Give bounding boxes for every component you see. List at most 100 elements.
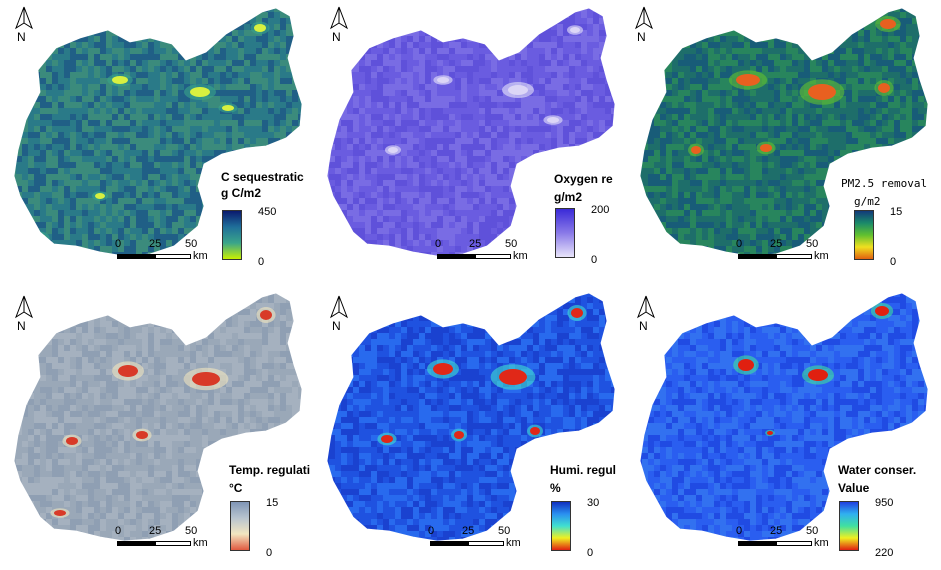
scale-tick-label: 25	[149, 525, 162, 537]
map-panel-carbon: N C sequestratic g C/m2 450 0 0 25 50 km	[0, 0, 313, 285]
scale-tick-label: 50	[806, 238, 819, 250]
hotspot	[260, 310, 272, 320]
map-panel-temp: N Temp. regulati °C 15 0 0 25 50 km	[0, 285, 313, 570]
hotspot	[112, 76, 128, 84]
legend-min-value: 0	[591, 254, 598, 266]
scale-bar: 0 25 50 km	[113, 238, 303, 264]
hotspot	[508, 85, 528, 95]
hotspot	[691, 146, 701, 154]
legend-max-value: 15	[890, 206, 903, 218]
scale-bar-segment	[776, 541, 812, 546]
legend-color-ramp	[551, 501, 571, 551]
hotspot	[808, 84, 836, 100]
hotspot	[499, 369, 527, 385]
hotspot	[736, 74, 760, 86]
legend-title: Water conser.	[838, 463, 917, 477]
legend-max-value: 15	[266, 497, 279, 509]
map-panel-oxygen: N Oxygen re g/m2 200 0 0 25 50 km	[313, 0, 626, 285]
hotspot	[136, 431, 148, 439]
legend-title: Oxygen re	[554, 172, 613, 186]
north-label: N	[17, 30, 26, 44]
scale-tick-label: 0	[736, 238, 743, 250]
scale-unit: km	[513, 250, 528, 262]
region-map-humi	[326, 292, 616, 542]
north-arrow-icon: N	[12, 6, 36, 46]
legend-min-value: 0	[258, 256, 265, 268]
legend-min-value: 0	[587, 547, 594, 559]
hotspot	[192, 372, 220, 386]
scale-unit: km	[506, 537, 521, 549]
north-arrow-icon: N	[327, 295, 351, 335]
scale-tick-label: 50	[806, 525, 819, 537]
legend-min-value: 0	[890, 256, 897, 268]
hotspot	[878, 83, 890, 93]
region-map-water	[639, 292, 929, 542]
scale-bar-segment	[437, 254, 475, 259]
scale-bar: 0 25 50 km	[433, 238, 623, 264]
scale-tick-label: 25	[149, 238, 162, 250]
hotspot	[880, 19, 896, 29]
scale-tick-label: 25	[770, 525, 783, 537]
scale-bar-segment	[430, 541, 468, 546]
north-label: N	[332, 319, 341, 333]
region-map-oxygen	[326, 7, 616, 257]
hotspot	[875, 306, 889, 316]
legend-color-ramp	[555, 208, 575, 258]
legend-title: Humi. regul	[550, 463, 617, 477]
scale-tick-label: 0	[435, 238, 442, 250]
region-map-carbon	[13, 7, 303, 257]
north-arrow-icon: N	[632, 6, 656, 46]
scale-bar: 0 25 50 km	[113, 525, 303, 551]
scale-tick-label: 0	[736, 525, 743, 537]
legend-color-ramp	[854, 210, 874, 260]
north-arrow-icon: N	[12, 295, 36, 335]
region-map-pm25	[639, 7, 929, 257]
legend-max-value: 200	[591, 204, 610, 216]
scale-tick-label: 0	[115, 525, 122, 537]
hotspot	[530, 427, 540, 435]
scale-bar-segment	[738, 254, 776, 259]
hotspot	[547, 117, 559, 123]
legend-unit: %	[550, 481, 561, 495]
hotspot	[437, 77, 449, 83]
legend-max-value: 30	[587, 497, 600, 509]
legend-min-value: 220	[875, 547, 894, 559]
map-panel-water: N Water conser. Value 950 220 0 25 50 km	[626, 285, 939, 570]
hotspot	[190, 87, 210, 97]
north-label: N	[332, 30, 341, 44]
legend-unit: g/m2	[554, 190, 583, 204]
hotspot	[454, 431, 464, 439]
map-panel-pm25: N PM2.5 removal g/m2 15 0 0 25 50 km	[626, 0, 939, 285]
scale-tick-label: 50	[505, 238, 518, 250]
north-label: N	[637, 30, 646, 44]
hotspot	[222, 105, 234, 111]
legend-min-value: 0	[266, 547, 273, 559]
scale-tick-label: 50	[185, 238, 198, 250]
hotspot	[66, 437, 78, 445]
hotspot	[95, 193, 105, 199]
hotspot	[767, 431, 773, 435]
legend-max-value: 450	[258, 206, 277, 218]
scale-unit: km	[193, 250, 208, 262]
hotspot	[54, 510, 66, 516]
hotspot	[388, 147, 398, 153]
scale-bar-segment	[155, 541, 191, 546]
scale-bar: 0 25 50 km	[734, 525, 924, 551]
scale-bar-segment	[117, 541, 155, 546]
hotspot	[433, 363, 453, 375]
scale-tick-label: 0	[428, 525, 435, 537]
scale-unit: km	[193, 537, 208, 549]
map-panel-humi: N Humi. regul% 30 0 0 25 50 km	[313, 285, 626, 570]
scale-bar: 0 25 50 km	[734, 238, 924, 264]
legend-unit: °C	[229, 481, 243, 495]
north-arrow-icon: N	[327, 6, 351, 46]
scale-bar-segment	[475, 254, 511, 259]
north-label: N	[17, 319, 26, 333]
north-label: N	[639, 319, 648, 333]
scale-bar-segment	[117, 254, 155, 259]
scale-tick-label: 25	[462, 525, 475, 537]
legend-unit: Value	[838, 481, 870, 495]
hotspot	[738, 359, 754, 371]
legend-color-ramp	[839, 501, 859, 551]
legend-color-ramp	[222, 210, 242, 260]
